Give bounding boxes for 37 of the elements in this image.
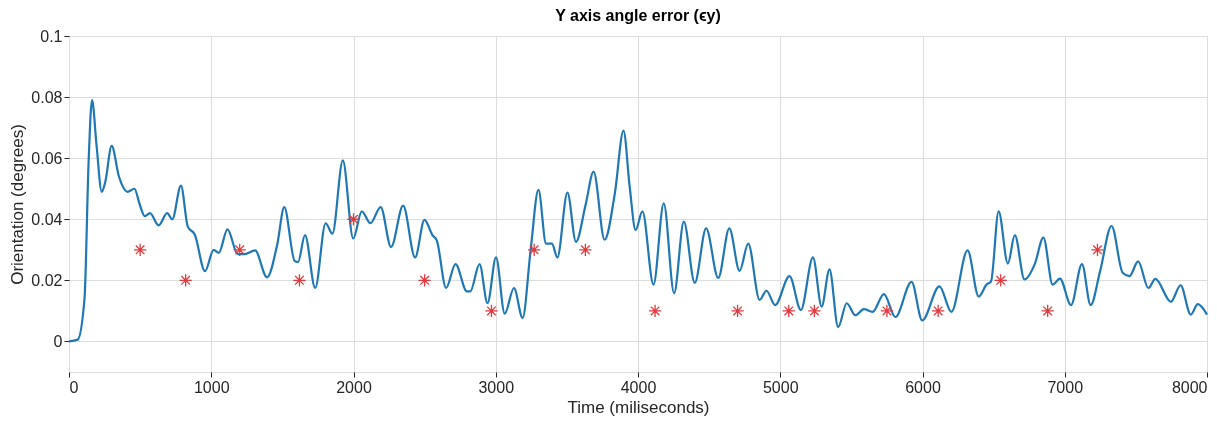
point [1040,304,1055,318]
x-tick-label: 2000 [336,378,372,396]
x-tick-label: 5000 [762,378,799,396]
point [648,304,662,318]
y-tick-label: 0.08 [31,88,63,106]
point [484,304,499,318]
chart-title: Y axis angle error (ϵy) [555,7,721,24]
y-axis-title: Orientation (degrees) [8,124,28,285]
point [417,273,432,288]
point [178,273,193,288]
point [807,304,822,318]
y-tick-label: 0.02 [31,271,63,289]
x-tick-label: 8000 [1171,378,1208,396]
y-tick-label: 0.06 [31,149,63,167]
point [527,243,541,257]
point [880,304,894,318]
point [578,243,593,257]
x-tick-label: 4000 [620,378,657,396]
point [346,212,361,227]
point [730,304,745,318]
point [993,273,1008,288]
x-tick-label: 6000 [905,378,941,396]
line-series [67,99,1209,343]
x-tick-label: 7000 [1047,378,1084,396]
point [133,243,147,257]
y-tick-label: 0 [53,332,63,350]
point [931,304,945,318]
point [1090,243,1105,257]
x-tick-label: 0 [69,378,79,396]
point [782,304,796,318]
x-tick-label: 1000 [193,378,230,396]
y-tick-label: 0.1 [40,27,63,45]
y-tick-label: 0.04 [31,210,63,228]
x-tick-label: 3000 [478,378,515,396]
point [232,243,247,257]
point [292,273,307,288]
x-axis-title: Time (miliseconds) [567,397,710,417]
